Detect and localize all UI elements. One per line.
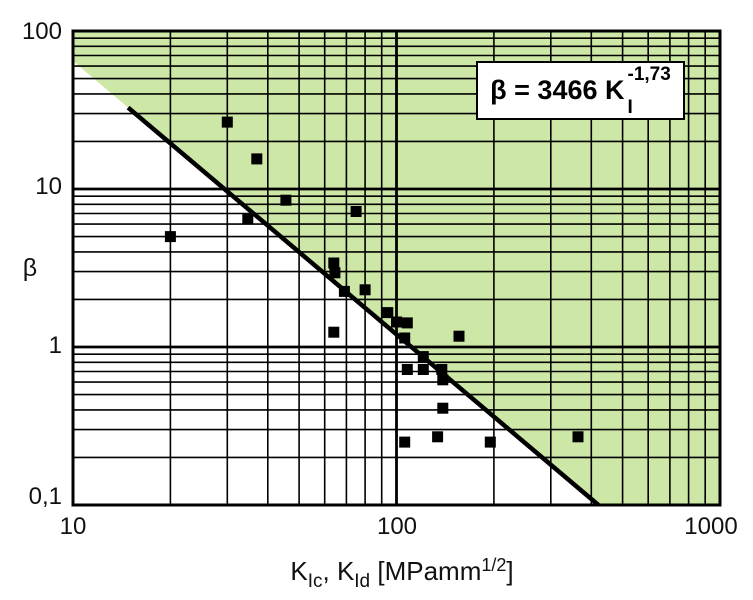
y-tick-label-1: 1 xyxy=(48,332,62,359)
x-tick-label-100: 100 xyxy=(376,513,418,540)
data-point-marker xyxy=(328,257,340,269)
data-point-marker xyxy=(391,316,402,328)
data-point-marker xyxy=(350,206,362,217)
data-point-marker xyxy=(242,213,254,225)
plot-border xyxy=(71,29,722,507)
data-point-marker xyxy=(436,364,448,375)
x-axis-label-subscript: Ic xyxy=(307,571,323,592)
data-point-marker xyxy=(401,364,413,375)
data-point-marker xyxy=(437,402,449,414)
fit-equation-box: β = 3466 K -1,73 I xyxy=(476,61,685,120)
x-axis-label-part: [MPamm xyxy=(370,556,482,586)
data-point-marker xyxy=(251,153,263,165)
data-point-marker xyxy=(338,285,350,297)
fit-equation-base: β = 3466 K xyxy=(490,75,625,105)
fit-equation-exponent: -1,73 xyxy=(627,63,671,85)
data-point-marker xyxy=(417,351,429,363)
data-point-marker xyxy=(328,326,340,338)
y-tick-label-100: 100 xyxy=(21,18,62,45)
data-point-marker xyxy=(437,374,449,386)
fit-equation-subscript: I xyxy=(627,96,633,118)
data-point-marker xyxy=(432,431,444,443)
data-point-marker xyxy=(453,330,465,342)
data-point-marker xyxy=(417,364,429,375)
data-point-marker xyxy=(359,284,371,296)
data-point-marker xyxy=(164,231,176,243)
data-point-marker xyxy=(221,116,233,128)
data-point-marker xyxy=(399,332,411,344)
fit-equation-scripts: -1,73 I xyxy=(628,65,671,117)
fit-line xyxy=(126,105,600,507)
y-tick-label-0-1: 0,1 xyxy=(28,483,62,510)
x-axis-label-subscript: Id xyxy=(354,571,371,592)
x-tick-label-1000: 1000 xyxy=(684,513,738,540)
data-point-marker xyxy=(484,436,496,448)
data-point-marker xyxy=(280,194,292,206)
data-point-marker xyxy=(329,267,341,279)
y-axis-label: β xyxy=(22,254,38,282)
x-axis-label-part: , xyxy=(322,556,337,586)
data-point-marker xyxy=(401,317,413,329)
x-axis-label-superscript: 1/2 xyxy=(481,555,507,575)
y-tick-label-10: 10 xyxy=(35,173,62,200)
x-axis-label-part: ] xyxy=(506,556,514,586)
x-axis-label-part: K xyxy=(290,556,308,586)
x-axis-label-part: K xyxy=(336,556,355,586)
x-tick-label-10: 10 xyxy=(59,513,87,540)
data-point-marker xyxy=(382,307,394,319)
data-point-marker xyxy=(572,431,584,443)
data-point-marker xyxy=(399,436,411,448)
x-axis-label: KIc, KId [MPamm1/2] xyxy=(182,550,622,597)
